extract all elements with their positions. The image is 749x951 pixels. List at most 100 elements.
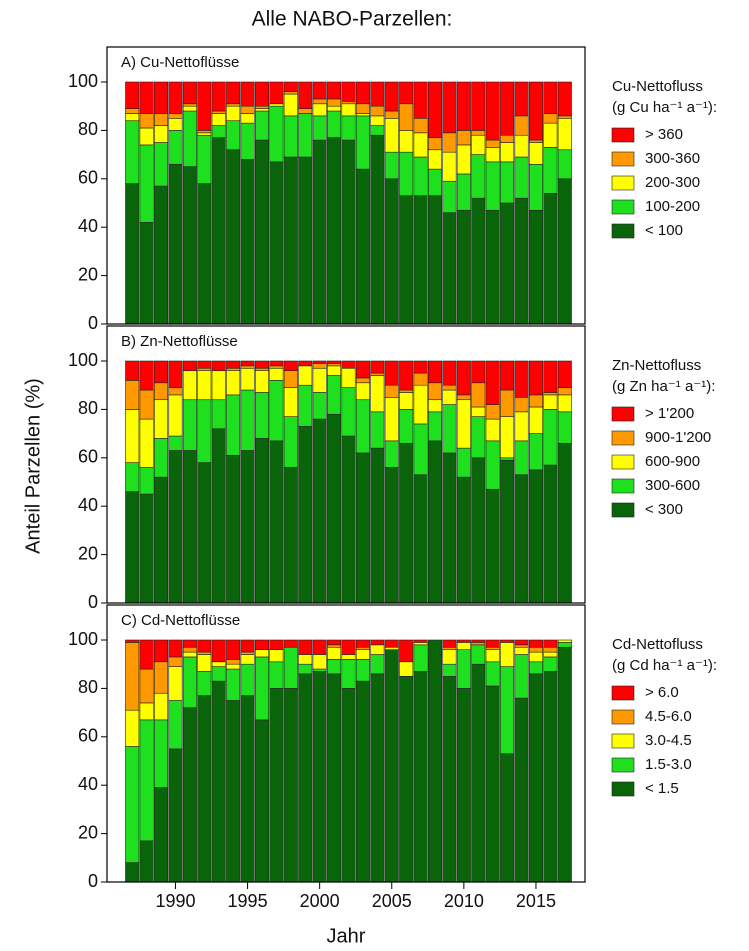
bar-segment bbox=[327, 639, 342, 646]
bar-segment bbox=[298, 156, 313, 325]
bar-segment bbox=[240, 113, 255, 124]
bar-segment bbox=[298, 113, 313, 158]
bar-segment bbox=[456, 173, 471, 211]
bar-segment bbox=[168, 360, 183, 388]
legend-title: Cd-Nettofluss bbox=[612, 636, 703, 653]
bar-segment bbox=[485, 488, 500, 604]
bar-segment bbox=[442, 675, 457, 883]
bar-segment bbox=[312, 392, 327, 420]
bar-segment bbox=[557, 411, 572, 444]
bar-segment bbox=[327, 375, 342, 415]
bar-segment bbox=[543, 360, 558, 393]
bar-segment bbox=[182, 105, 197, 112]
bar-segment bbox=[298, 360, 313, 367]
bar-segment bbox=[528, 139, 543, 143]
bar-segment bbox=[154, 113, 169, 126]
bar-segment bbox=[197, 360, 212, 369]
bar-segment bbox=[254, 370, 269, 393]
bar-segment bbox=[154, 81, 169, 114]
bar-segment bbox=[528, 360, 543, 396]
bar-segment bbox=[384, 360, 399, 386]
bar-segment bbox=[557, 81, 572, 117]
bar-segment bbox=[125, 642, 140, 711]
bar-segment bbox=[240, 389, 255, 451]
bar-segment bbox=[355, 659, 370, 682]
legend-label: > 6.0 bbox=[645, 684, 679, 701]
bar-segment bbox=[370, 360, 385, 374]
bar-segment bbox=[543, 671, 558, 883]
bar-segment bbox=[298, 81, 313, 109]
bar-segment bbox=[557, 178, 572, 325]
bar-segment bbox=[471, 457, 486, 604]
bar-segment bbox=[500, 161, 515, 204]
bar-segment bbox=[471, 134, 486, 155]
bar-segment bbox=[139, 668, 154, 704]
legend-label: 100-200 bbox=[645, 198, 700, 215]
y-tick-label: 100 bbox=[68, 629, 98, 649]
bar-segment bbox=[471, 382, 486, 408]
bar-segment bbox=[226, 455, 241, 604]
bar-segment bbox=[528, 646, 543, 653]
y-tick-label: 0 bbox=[88, 592, 98, 612]
bar-segment bbox=[384, 646, 399, 650]
panel-frame bbox=[106, 46, 586, 325]
bar-segment bbox=[471, 642, 486, 646]
bar-segment bbox=[312, 367, 327, 393]
bar-segment bbox=[226, 367, 241, 371]
bar-segment bbox=[139, 467, 154, 495]
bar-segment bbox=[471, 663, 486, 883]
bar-segment bbox=[226, 700, 241, 883]
bar-segment bbox=[327, 365, 342, 376]
bar-segment bbox=[442, 212, 457, 325]
bar-segment bbox=[283, 370, 298, 388]
bar-segment bbox=[456, 447, 471, 478]
bar-segment bbox=[543, 394, 558, 410]
bar-segment bbox=[125, 639, 140, 643]
bar-segment bbox=[327, 673, 342, 883]
bar-segment bbox=[428, 411, 443, 442]
bar-segment bbox=[428, 360, 443, 384]
bar-segment bbox=[413, 639, 428, 643]
bar-segment bbox=[456, 642, 471, 650]
bar-segment bbox=[139, 113, 154, 129]
bar-segment bbox=[182, 166, 197, 325]
bar-segment bbox=[327, 137, 342, 325]
bar-segment bbox=[428, 149, 443, 170]
bar-segment bbox=[471, 154, 486, 199]
bar-segment bbox=[355, 377, 370, 384]
x-tick-label: 1990 bbox=[155, 891, 195, 911]
bar-segment bbox=[211, 680, 226, 883]
bar-segment bbox=[384, 151, 399, 180]
bar-segment bbox=[355, 115, 370, 170]
bar-segment bbox=[341, 367, 356, 388]
bar-segment bbox=[312, 363, 327, 369]
bar-segment bbox=[557, 639, 572, 643]
bar-segment bbox=[283, 467, 298, 604]
bar-segment bbox=[254, 719, 269, 883]
legend-label: 4.5-6.0 bbox=[645, 708, 692, 725]
bar-segment bbox=[154, 476, 169, 604]
bar-segment bbox=[341, 103, 356, 117]
bar-segment bbox=[456, 130, 471, 146]
bar-segment bbox=[514, 134, 529, 158]
bar-segment bbox=[370, 134, 385, 325]
bar-segment bbox=[514, 396, 529, 413]
bar-segment bbox=[269, 161, 284, 325]
bar-segment bbox=[312, 418, 327, 604]
bar-segment bbox=[442, 151, 457, 182]
bar-segment bbox=[240, 639, 255, 653]
legend-swatch bbox=[611, 430, 635, 446]
bar-segment bbox=[312, 639, 327, 655]
y-axis-label: Anteil Parzellen (%) bbox=[22, 378, 44, 554]
bar-segment bbox=[254, 108, 269, 112]
y-tick-label: 20 bbox=[78, 543, 98, 563]
bar-segment bbox=[456, 476, 471, 604]
bar-segment bbox=[384, 649, 399, 883]
bar-segment bbox=[254, 392, 269, 439]
bar-segment bbox=[500, 416, 515, 459]
bar-segment bbox=[182, 81, 197, 105]
bar-segment bbox=[442, 389, 457, 405]
bar-segment bbox=[485, 418, 500, 442]
bar-segment bbox=[240, 159, 255, 325]
bar-segment bbox=[283, 115, 298, 158]
